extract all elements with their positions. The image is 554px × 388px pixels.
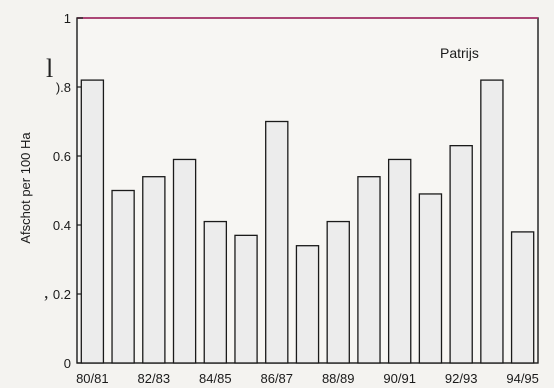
x-tick-label: 84/85 xyxy=(199,371,232,386)
x-tick-label: 88/89 xyxy=(322,371,355,386)
y-tick-label: 0 xyxy=(64,356,71,371)
bar-85-86 xyxy=(234,234,258,364)
bar-91-92 xyxy=(418,193,443,364)
bar-90-91 xyxy=(387,158,412,364)
bar-93-94 xyxy=(480,79,504,364)
y-tick-label: 0.2 xyxy=(53,287,71,302)
x-tick-label: 90/91 xyxy=(383,371,416,386)
y-tick-label: 0.4 xyxy=(53,218,71,233)
y-tick-label: 1 xyxy=(64,11,71,26)
x-tick-label: 92/93 xyxy=(445,371,478,386)
bar-89-90 xyxy=(357,176,381,364)
y-axis-label: Afschot per 100 Ha xyxy=(18,132,33,244)
x-tick-label: 86/87 xyxy=(260,371,293,386)
chart-annotation: Patrijs xyxy=(440,45,479,61)
bar-94-95 xyxy=(510,231,535,364)
x-tick-label: 82/83 xyxy=(138,371,171,386)
bar-87-88 xyxy=(295,245,320,364)
stray-mark-comma: , xyxy=(44,282,49,302)
bar-84-85 xyxy=(203,220,228,364)
y-tick-label: 0.6 xyxy=(53,149,71,164)
plot-area: 0 0.2 0.4 0.6 ).8 1 80/81 82/83 84/85 86/87 88/89 9… xyxy=(53,11,539,386)
bar-81-82 xyxy=(111,189,135,364)
bar-80-81 xyxy=(80,79,105,364)
bar-82-83 xyxy=(142,176,166,364)
y-tick-label: ).8 xyxy=(56,80,71,95)
stray-mark-l: l xyxy=(46,54,54,83)
x-tick-label: 94/95 xyxy=(506,371,539,386)
bar-86-87 xyxy=(265,120,289,364)
bar-88-89 xyxy=(326,220,350,364)
x-tick-label: 80/81 xyxy=(76,371,109,386)
bar-92-93 xyxy=(449,144,473,364)
bar-83-84 xyxy=(172,158,197,364)
